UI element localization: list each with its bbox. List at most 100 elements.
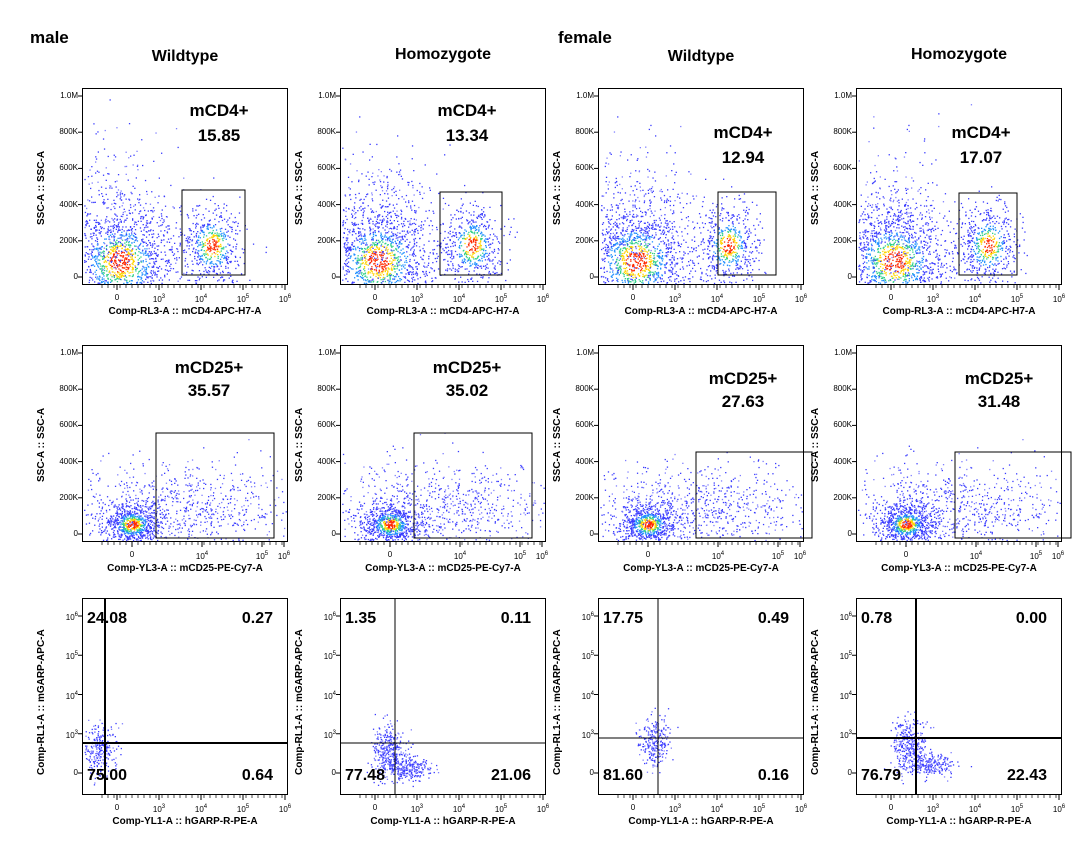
event-dot: [461, 259, 464, 261]
event-dot: [484, 259, 487, 261]
event-dot: [146, 193, 148, 195]
event-dot: [473, 214, 475, 216]
event-dot: [634, 185, 636, 187]
event-dot: [420, 229, 422, 231]
event-dot: [467, 253, 469, 255]
event-dot: [669, 264, 671, 266]
event-dot: [478, 229, 480, 231]
event-dot: [152, 265, 155, 267]
event-dot: [202, 225, 204, 227]
event-dot: [88, 265, 90, 268]
event-dot: [198, 244, 200, 246]
event-dot: [366, 249, 369, 251]
event-dot: [650, 262, 652, 264]
event-dot: [689, 251, 691, 253]
event-dot: [386, 250, 389, 252]
event-dot: [458, 237, 460, 239]
event-dot: [620, 151, 622, 153]
event-dot: [408, 271, 410, 273]
event-dot: [667, 251, 670, 253]
event-dot: [617, 264, 619, 266]
event-dot: [148, 230, 150, 232]
event-dot: [408, 280, 410, 282]
event-dot: [139, 194, 141, 196]
event-dot: [636, 253, 638, 255]
event-dot: [447, 263, 449, 266]
event-dot: [422, 224, 425, 226]
event-dot: [442, 248, 444, 250]
event-dot: [131, 228, 133, 230]
event-dot: [379, 181, 382, 183]
event-dot: [150, 221, 152, 223]
event-dot: [384, 210, 386, 213]
event-dot: [389, 211, 391, 214]
event-dot: [655, 273, 657, 275]
gate-label: mCD4+: [437, 101, 497, 120]
event-dot: [367, 273, 369, 275]
event-dot: [479, 273, 481, 275]
event-dot: [659, 229, 661, 231]
event-dot: [367, 193, 369, 195]
event-dot: [216, 266, 218, 268]
event-dot: [114, 235, 116, 238]
event-dot: [121, 231, 123, 233]
event-dot: [217, 257, 219, 259]
event-dot: [108, 271, 110, 273]
event-dot: [145, 271, 147, 273]
event-dot: [724, 253, 726, 255]
event-dot: [163, 219, 165, 221]
event-dot: [243, 262, 245, 265]
event-dot: [366, 282, 368, 285]
event-dot: [175, 271, 177, 273]
event-dot: [635, 267, 637, 269]
event-dot: [497, 252, 499, 254]
event-dot: [196, 205, 198, 207]
event-dot: [626, 243, 628, 245]
event-dot: [237, 263, 239, 266]
event-dot: [116, 196, 118, 198]
event-dot: [388, 230, 390, 233]
event-dot: [674, 182, 676, 184]
event-dot: [626, 219, 628, 222]
event-dot: [424, 220, 426, 222]
event-dot: [235, 229, 237, 231]
event-dot: [605, 243, 607, 246]
event-dot: [359, 199, 361, 201]
event-dot: [626, 245, 629, 247]
event-dot: [397, 280, 399, 282]
event-dot: [392, 275, 394, 277]
event-dot: [463, 238, 465, 240]
event-dot: [357, 271, 359, 273]
event-dot: [119, 194, 121, 196]
event-dot: [505, 279, 507, 282]
event-dot: [372, 274, 375, 276]
event-dot: [481, 213, 483, 215]
event-dot: [682, 268, 685, 270]
event-dot: [190, 230, 192, 232]
event-dot: [509, 231, 511, 233]
event-dot: [432, 253, 435, 255]
event-dot: [710, 217, 712, 220]
event-dot: [393, 186, 396, 188]
event-dot: [406, 238, 408, 241]
event-dot: [370, 229, 372, 231]
event-dot: [397, 256, 399, 258]
event-dot: [601, 223, 604, 225]
event-dot: [394, 257, 397, 259]
event-dot: [657, 273, 660, 275]
event-dot: [620, 269, 622, 271]
event-dot: [362, 214, 364, 216]
event-dot: [87, 214, 89, 216]
event-dot: [160, 224, 162, 227]
event-dot: [470, 260, 472, 263]
event-dot: [410, 207, 412, 209]
event-dot: [628, 280, 630, 282]
event-dot: [356, 272, 358, 274]
event-dot: [610, 246, 612, 248]
event-dot: [375, 223, 377, 225]
event-dot: [625, 263, 627, 266]
event-dot: [390, 235, 392, 238]
event-dot: [618, 246, 620, 248]
event-dot: [431, 280, 433, 283]
event-dot: [138, 270, 141, 272]
